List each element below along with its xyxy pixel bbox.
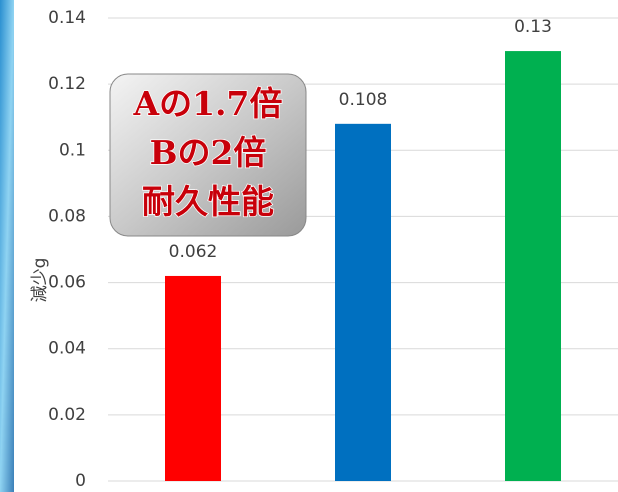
y-tick-label: 0.06 bbox=[48, 273, 86, 293]
chart: 減少g 0 0.02 0.04 0.06 0.08 0.1 0.12 0.14 0.062 0.1… bbox=[0, 0, 618, 492]
y-tick-label: 0 bbox=[75, 471, 86, 491]
data-label: 0.062 bbox=[169, 242, 218, 262]
bar bbox=[165, 276, 221, 481]
bar bbox=[335, 124, 391, 481]
annotation-line: 耐久性能 bbox=[142, 182, 274, 221]
y-tick-label: 0.08 bbox=[48, 206, 86, 226]
background-strip bbox=[0, 0, 14, 492]
y-tick-label: 0.14 bbox=[48, 8, 86, 28]
y-tick-label: 0.12 bbox=[48, 74, 86, 94]
annotation-line: Bの2倍 bbox=[150, 133, 267, 172]
y-axis-label: 減少g bbox=[30, 258, 50, 303]
y-tick-label: 0.04 bbox=[48, 339, 86, 359]
annotation: Aの1.7倍 Bの2倍 耐久性能 bbox=[110, 74, 306, 236]
y-tick-label: 0.1 bbox=[59, 140, 86, 160]
data-label: 0.13 bbox=[514, 17, 552, 37]
y-tick-label: 0.02 bbox=[48, 405, 86, 425]
bar bbox=[505, 51, 561, 481]
annotation-line: Aの1.7倍 bbox=[132, 84, 282, 123]
data-label: 0.108 bbox=[339, 90, 388, 110]
